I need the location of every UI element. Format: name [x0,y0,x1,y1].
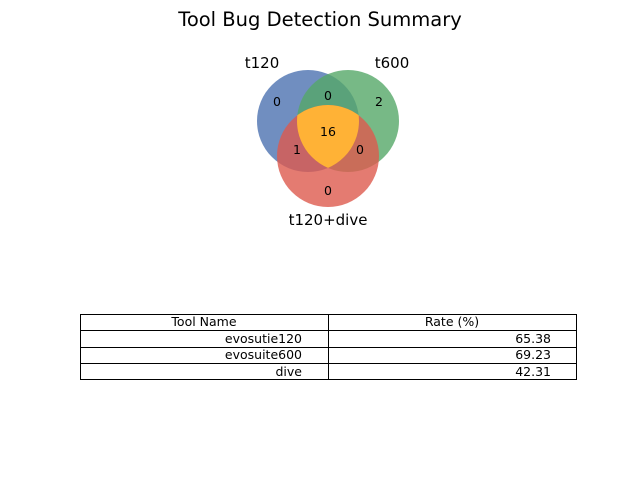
set-label-t600: t600 [375,54,410,72]
venn-diagram [257,70,399,207]
table-cell-rate: 65.38 [515,331,551,346]
set-label-t120: t120 [245,54,280,72]
count-dive-only: 0 [324,183,332,198]
table-cell-tool-name: evosuite600 [225,347,302,362]
table-header-tool-name: Tool Name [170,314,236,329]
count-t120-dive: 1 [293,142,301,157]
table-cell-tool-name: dive [276,364,303,379]
set-label-t120-dive: t120+dive [289,211,368,229]
count-t120-only: 0 [273,94,281,109]
summary-table: Tool Name Rate (%) evosutie120 65.38 evo… [80,314,577,380]
chart-title: Tool Bug Detection Summary [177,8,462,31]
table-cell-rate: 42.31 [515,364,551,379]
count-t120-t600: 0 [324,88,332,103]
venn-region-center [297,105,359,172]
table-header-rate: Rate (%) [425,314,479,329]
count-t600-only: 2 [375,94,383,109]
count-all-three: 16 [320,124,336,139]
table-cell-tool-name: evosutie120 [225,331,302,346]
table-cell-rate: 69.23 [515,347,551,362]
count-t600-dive: 0 [356,142,364,157]
